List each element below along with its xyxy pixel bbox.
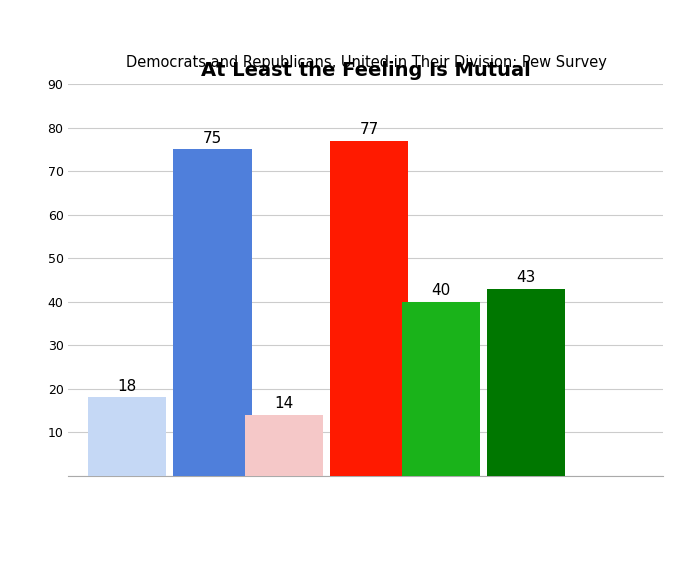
- Bar: [88, 397, 166, 476]
- Text: 75: 75: [202, 131, 222, 146]
- Bar: [487, 289, 566, 476]
- Text: 77: 77: [360, 122, 379, 137]
- Bar: [173, 149, 252, 476]
- Title: At Least the Feeling Is Mutual: At Least the Feeling Is Mutual: [201, 61, 531, 80]
- Bar: [330, 140, 408, 476]
- Text: 18: 18: [118, 379, 137, 394]
- Text: 43: 43: [516, 270, 536, 285]
- Bar: [402, 302, 480, 476]
- Text: Democrats and Republicans, United in Their Division: Pew Survey: Democrats and Republicans, United in The…: [125, 56, 607, 70]
- Text: 40: 40: [432, 283, 451, 298]
- Bar: [245, 415, 324, 476]
- Text: 14: 14: [274, 396, 294, 411]
